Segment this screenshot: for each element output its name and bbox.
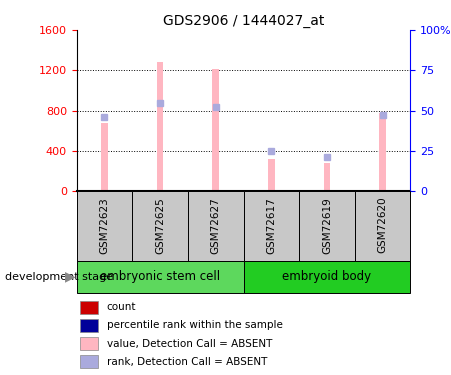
- Bar: [212, 69, 219, 191]
- Text: GSM72627: GSM72627: [211, 197, 221, 254]
- Bar: [132, 191, 188, 261]
- Bar: [244, 261, 410, 292]
- Text: embryonic stem cell: embryonic stem cell: [100, 270, 220, 283]
- Bar: [80, 301, 98, 314]
- Bar: [80, 337, 98, 350]
- Text: GSM72623: GSM72623: [100, 197, 110, 254]
- Bar: [101, 123, 108, 191]
- Bar: [157, 62, 163, 191]
- Text: rank, Detection Call = ABSENT: rank, Detection Call = ABSENT: [107, 357, 267, 367]
- Bar: [355, 191, 410, 261]
- Text: value, Detection Call = ABSENT: value, Detection Call = ABSENT: [107, 339, 272, 349]
- Text: embryoid body: embryoid body: [282, 270, 372, 283]
- Text: count: count: [107, 302, 136, 312]
- Text: GSM72625: GSM72625: [155, 197, 165, 254]
- Title: GDS2906 / 1444027_at: GDS2906 / 1444027_at: [163, 13, 324, 28]
- Bar: [80, 355, 98, 368]
- Bar: [324, 163, 330, 191]
- Bar: [77, 261, 244, 292]
- Bar: [299, 191, 355, 261]
- Bar: [244, 191, 299, 261]
- Bar: [268, 159, 275, 191]
- Bar: [80, 319, 98, 332]
- Text: development stage: development stage: [5, 272, 113, 282]
- Text: GSM72617: GSM72617: [267, 197, 276, 254]
- Bar: [77, 191, 132, 261]
- Text: ▶: ▶: [64, 270, 75, 284]
- Text: GSM72620: GSM72620: [377, 197, 387, 254]
- Text: GSM72619: GSM72619: [322, 197, 332, 254]
- Bar: [188, 191, 244, 261]
- Text: percentile rank within the sample: percentile rank within the sample: [107, 321, 283, 330]
- Bar: [379, 112, 386, 191]
